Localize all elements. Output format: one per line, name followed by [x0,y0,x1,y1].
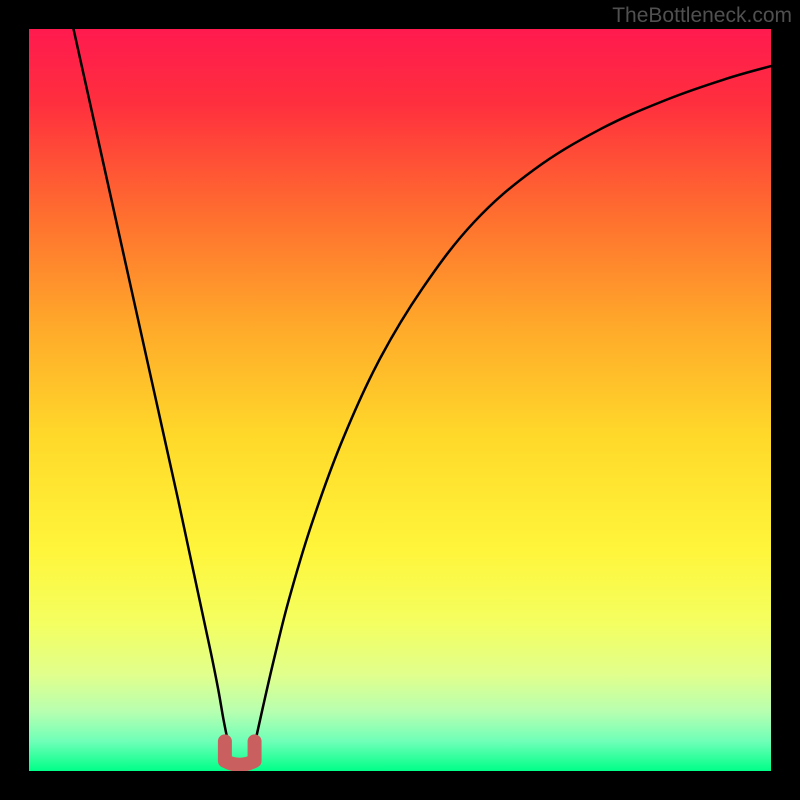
plot-background [29,29,771,771]
bottleneck-chart: TheBottleneck.com [0,0,800,800]
watermark-label: TheBottleneck.com [612,4,792,28]
chart-canvas [0,0,800,800]
